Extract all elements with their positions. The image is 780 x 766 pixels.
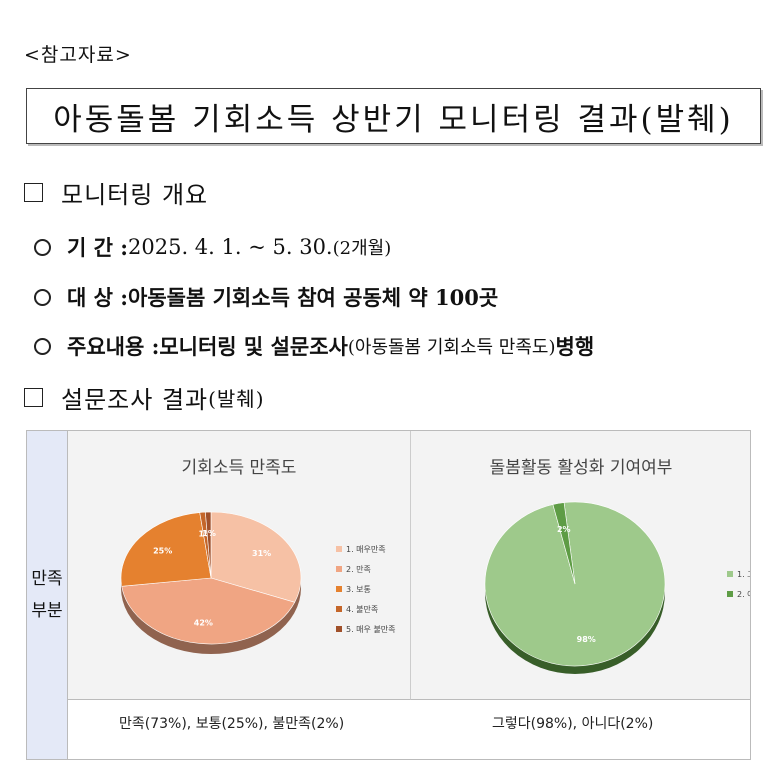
legend-entry: 1. 그렇다 [737,569,750,579]
legend-entry: 4. 불만족 [346,604,378,614]
circle-bullet-icon [34,288,51,306]
survey-results-table: 만족 부분 기회소득 만족도 31% 42% 25% 1% 1% 1. 매우만족 2. 만족 3… [26,430,770,760]
item-note: (아동돌봄 기회소득 만족도) [347,337,556,358]
section-heading-text: 모니터링 개요 [61,181,209,209]
legend-entry: 2. 만족 [346,565,371,574]
slice-label: 1% [198,529,212,538]
chart-title: 기회소득 만족도 [182,458,297,478]
satisfaction-pie-chart: 기회소득 만족도 31% 42% 25% 1%1% 1. 매우만족 2. 만족 3. 보통 4.… [120,458,396,654]
legend-swatch [336,626,342,632]
item-text: 아동돌봄 기회소득 참여 공동체 약 100곳 [128,285,499,310]
item-label: 기 간 : [67,235,129,260]
contribution-chart-panel: 돌봄활동 활성화 기여여부 98% 2% 1. 그렇다 2. 아니다 [411,431,770,700]
square-bullet-icon [24,183,43,202]
reference-label: <참고자료> [24,44,132,66]
slice-label: 25% [153,546,172,555]
item-text: 2025. 4. 1. ~ 5. 30. [128,235,333,259]
legend-entry: 2. 아니다 [737,589,750,599]
slice-label: 2% [557,525,571,534]
legend-swatch [727,571,733,577]
overview-item-content: 주요내용 : 모니터링 및 설문조사 (아동돌봄 기회소득 만족도) 병행 [34,331,594,361]
legend-swatch [336,566,342,572]
page-title: 아동돌봄 기회소득 상반기 모니터링 결과(발췌) [26,88,761,144]
circle-bullet-icon [34,337,51,355]
legend-entry: 5. 매우 불만족 [346,624,396,634]
pie-slice [552,502,576,585]
chart-title: 돌봄활동 활성화 기여여부 [490,458,673,478]
item-label: 주요내용 : [67,334,160,359]
caption-right: 그렇다(98%), 아니다(2%) [492,716,654,732]
side-label-top: 만족 [31,569,63,589]
item-note: (2개월) [332,238,392,259]
section-survey-heading: 설문조사 결과 (발췌) [24,380,265,415]
section-heading-note: (발췌) [208,387,265,411]
pie-slice [210,511,302,603]
satisfaction-chart-panel: 기회소득 만족도 31% 42% 25% 1% 1% 1. 매우만족 2. 만족 3. 보통 4.… [68,431,411,700]
slice-label: 1% [202,529,216,538]
circle-bullet-icon [34,238,51,256]
side-label-cell: 만족 부분 [27,431,68,759]
contribution-pie-chart: 돌봄활동 활성화 기여여부 98% 2% 1. 그렇다 2. 아니다 [484,458,770,674]
pie-slice [205,511,212,579]
legend-swatch [727,591,733,597]
slice-label: 42% [194,619,213,628]
legend-swatch [336,546,342,552]
caption-left: 만족(73%), 보통(25%), 불만족(2%) [119,716,345,732]
pie-slice [121,577,296,645]
pie-slice [120,512,212,587]
overview-item-period: 기 간 : 2025. 4. 1. ~ 5. 30. (2개월) [34,232,391,262]
slice-label: 98% [577,635,596,644]
legend-entry: 3. 보통 [346,585,371,594]
section-overview-heading: 모니터링 개요 [24,175,208,210]
item-label: 대 상 : [67,285,129,310]
overview-item-target: 대 상 : 아동돌봄 기회소득 참여 공동체 약 100곳 [34,282,498,312]
legend-swatch [336,606,342,612]
item-text: 모니터링 및 설문조사 [159,334,348,359]
legend-swatch [336,586,342,592]
section-heading-text: 설문조사 결과 [61,386,209,414]
side-label-bottom: 부분 [31,601,63,621]
square-bullet-icon [24,388,43,407]
item-tail: 병행 [555,334,595,359]
slice-label: 31% [252,549,271,558]
legend-entry: 1. 매우만족 [346,545,386,554]
